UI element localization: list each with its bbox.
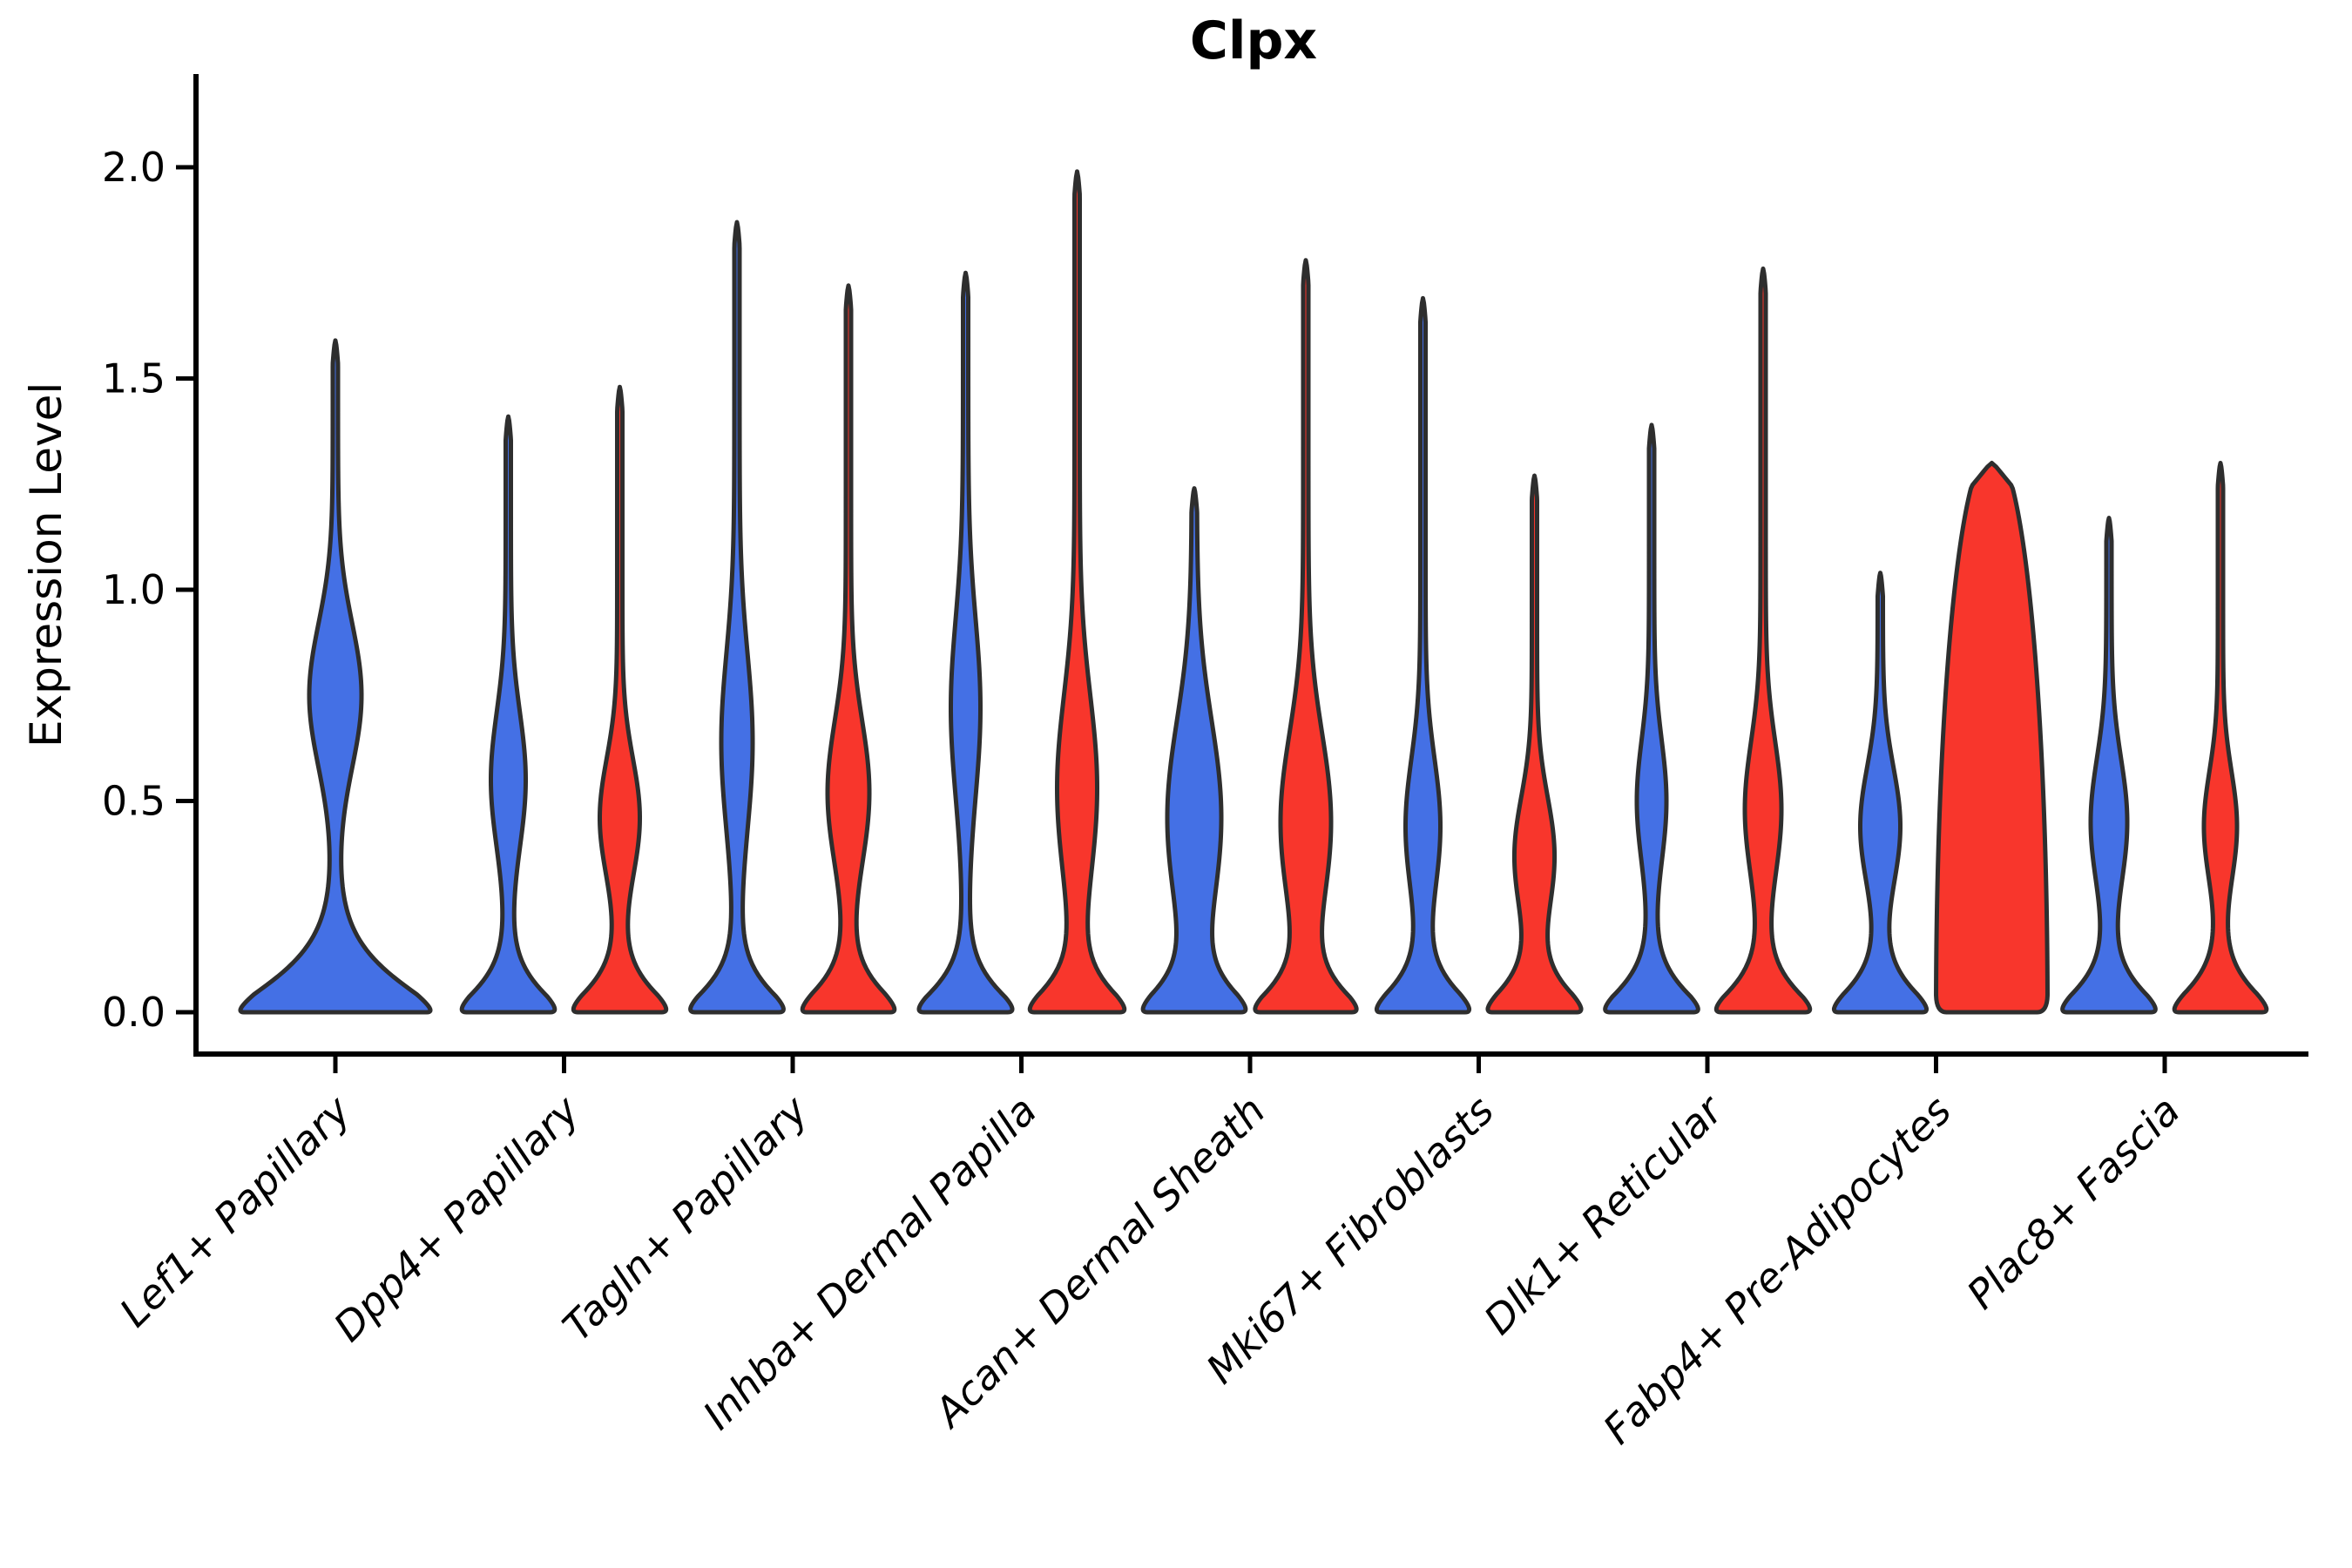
violin-right-plac8-fascia	[2172, 461, 2269, 1015]
x-tick-mark	[1934, 1057, 1938, 1073]
y-tick-label: 0.5	[102, 778, 166, 825]
x-tick-mark	[1019, 1057, 1024, 1073]
violin-left-dlk1-reticular	[1603, 422, 1700, 1015]
violin-right-tagln-papillary	[800, 283, 897, 1015]
violin-right-dlk1-reticular	[1713, 266, 1813, 1015]
violin-right-mki67-fibroblasts	[1485, 473, 1584, 1015]
violin-left-plac8-fascia	[2060, 516, 2158, 1015]
violin-left-lef1-papillary	[238, 338, 433, 1015]
x-tick-label: Lef1+ Papillary	[111, 1086, 360, 1335]
violin-left-fabp4-pre-adipocytes	[1831, 571, 1930, 1015]
y-tick-mark	[176, 587, 193, 592]
chart-title: Clpx	[1189, 10, 1318, 71]
x-tick-mark	[2162, 1057, 2167, 1073]
x-tick-mark	[1247, 1057, 1253, 1073]
x-axis-spine	[193, 1051, 2308, 1057]
x-tick-mark	[790, 1057, 795, 1073]
x-tick-mark	[333, 1057, 338, 1073]
violin-left-dpp4-papillary	[459, 414, 558, 1015]
violin-right-inhba-dermal-papilla	[1027, 169, 1127, 1015]
x-tick-mark	[1477, 1057, 1481, 1073]
x-tick-mark	[562, 1057, 566, 1073]
y-tick-mark	[176, 799, 193, 803]
violin-left-acan-dermal-sheath	[1140, 486, 1248, 1015]
violin-left-inhba-dermal-papilla	[916, 270, 1015, 1015]
violin-right-fabp4-pre-adipocytes	[1934, 461, 2050, 1015]
y-tick-label: 1.0	[102, 566, 166, 613]
x-tick-label: Tagln+ Papillary	[553, 1086, 817, 1350]
violin-right-dpp4-papillary	[571, 384, 669, 1015]
y-axis-spine	[193, 74, 199, 1057]
x-tick-label: Plac8+ Fascia	[1957, 1087, 2188, 1318]
x-tick-label: Dlk1+ Reticular	[1475, 1085, 1734, 1343]
x-tick-label: Dpp4+ Papillary	[325, 1086, 589, 1350]
y-tick-label: 2.0	[102, 144, 166, 191]
violin-right-acan-dermal-sheath	[1253, 258, 1359, 1015]
violin-left-tagln-papillary	[688, 220, 786, 1015]
y-tick-mark	[176, 165, 193, 170]
y-tick-label: 0.0	[102, 989, 166, 1036]
violin-left-mki67-fibroblasts	[1374, 295, 1472, 1015]
y-tick-mark	[176, 376, 193, 381]
x-tick-mark	[1705, 1057, 1710, 1073]
y-tick-mark	[176, 1010, 193, 1015]
y-tick-label: 1.5	[102, 355, 166, 402]
